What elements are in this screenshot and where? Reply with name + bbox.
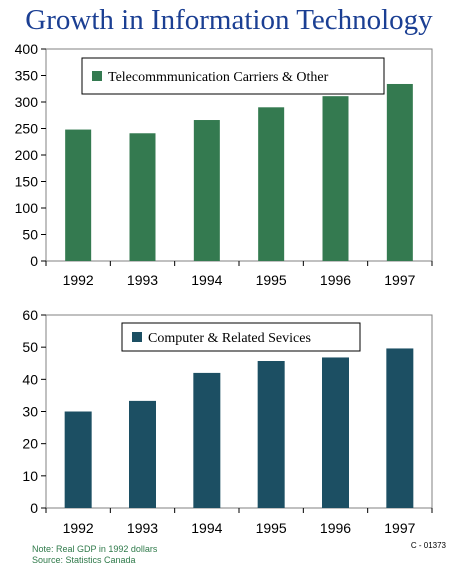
x-tick-label: 1995 <box>256 520 287 536</box>
y-tick-label: 0 <box>30 253 38 269</box>
bar <box>386 83 413 261</box>
x-tick-label: 1997 <box>384 520 415 536</box>
legend-label: Telecommmunication Carriers & Other <box>108 70 329 85</box>
y-tick-label: 20 <box>22 436 38 452</box>
x-tick-label: 1995 <box>256 272 287 288</box>
bar <box>258 107 285 261</box>
y-tick-label: 150 <box>15 174 39 190</box>
y-tick-label: 300 <box>15 94 39 110</box>
bar <box>386 348 414 508</box>
bar <box>129 400 156 508</box>
y-tick-label: 50 <box>22 227 38 243</box>
legend-box <box>121 322 361 352</box>
x-tick-label: 1992 <box>63 520 94 536</box>
y-tick-label: 250 <box>15 121 39 137</box>
bar <box>322 357 349 508</box>
figure-code: C - 01373 <box>410 541 446 550</box>
bar <box>64 411 92 508</box>
telecom-bar-chart: 0 50 100 150 200 250 300 350 400 1992 1993 1994 1995… <box>15 41 433 288</box>
x-tick-label: 1993 <box>127 272 158 288</box>
legend-swatch <box>132 332 142 342</box>
x-tick-label: 1992 <box>63 272 94 288</box>
x-tick-label: 1993 <box>127 520 158 536</box>
legend-swatch <box>92 71 102 81</box>
y-tick-label: 50 <box>22 339 38 355</box>
source-note: Source: Statistics Canada <box>32 555 136 565</box>
y-tick-label: 200 <box>15 147 39 163</box>
bar <box>257 360 285 508</box>
y-tick-label: 100 <box>15 200 39 216</box>
legend-box <box>81 57 385 95</box>
y-tick-label: 400 <box>15 41 39 57</box>
x-tick-label: 1994 <box>191 272 222 288</box>
legend-label: Computer & Related Sevices <box>148 331 311 346</box>
bar <box>129 133 156 261</box>
bar <box>193 372 221 508</box>
gdp-note: Note: Real GDP in 1992 dollars <box>32 544 158 554</box>
y-tick-label: 0 <box>30 500 38 516</box>
x-tick-label: 1996 <box>320 520 351 536</box>
y-tick-label: 350 <box>15 68 39 84</box>
bar <box>322 96 349 261</box>
bar <box>65 129 92 261</box>
x-tick-label: 1997 <box>384 272 415 288</box>
bar <box>193 120 220 262</box>
computer-services-bar-chart: 0 10 20 30 40 50 60 1992 1993 1994 1995 1996 1997 Com… <box>22 307 433 536</box>
x-tick-label: 1996 <box>320 272 351 288</box>
y-tick-label: 40 <box>22 371 38 387</box>
y-tick-label: 60 <box>22 307 38 323</box>
page-title: Growth in Information Technology <box>25 4 433 36</box>
y-tick-label: 10 <box>22 468 38 484</box>
y-tick-label: 30 <box>22 404 38 420</box>
x-tick-label: 1994 <box>191 520 222 536</box>
